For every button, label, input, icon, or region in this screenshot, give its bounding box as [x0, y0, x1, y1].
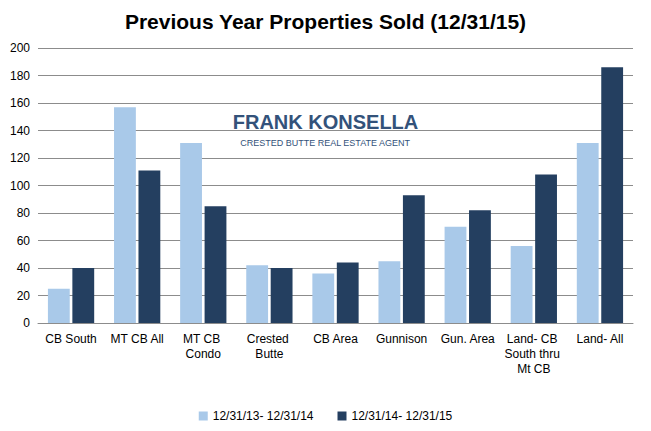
svg-text:Condo: Condo — [186, 347, 222, 361]
svg-text:CB Area: CB Area — [313, 332, 358, 346]
svg-text:80: 80 — [17, 206, 31, 220]
svg-text:MT CB: MT CB — [183, 332, 223, 346]
svg-text:0: 0 — [23, 316, 30, 330]
svg-text:12/31/13- 12/31/14: 12/31/13- 12/31/14 — [213, 409, 314, 423]
svg-text:12/31/14- 12/31/15: 12/31/14- 12/31/15 — [352, 409, 453, 423]
svg-text:160: 160 — [10, 96, 30, 110]
svg-text:Land- All: Land- All — [577, 332, 624, 346]
svg-text:100: 100 — [10, 179, 30, 193]
svg-text:60: 60 — [17, 234, 31, 248]
svg-text:140: 140 — [10, 124, 30, 138]
svg-text:120: 120 — [10, 151, 30, 165]
svg-text:Crested: Crested — [247, 332, 292, 346]
svg-text:Gunnison: Gunnison — [376, 332, 427, 346]
svg-text:Previous Year Properties Sold: Previous Year Properties Sold (12/31/15) — [125, 10, 526, 33]
svg-text:MT CB All: MT CB All — [111, 332, 164, 346]
svg-text:FRANK KONSELLA: FRANK KONSELLA — [233, 111, 419, 133]
svg-text:Mt CB: Mt CB — [517, 362, 550, 376]
svg-text:CRESTED BUTTE REAL ESTATE AGEN: CRESTED BUTTE REAL ESTATE AGENT — [240, 138, 410, 148]
svg-text:Gun. Area: Gun. Area — [441, 332, 495, 346]
svg-text:180: 180 — [10, 69, 30, 83]
svg-text:40: 40 — [17, 261, 31, 275]
svg-text:South thru: South thru — [504, 347, 563, 361]
svg-text:CB South: CB South — [45, 332, 96, 346]
svg-text:20: 20 — [17, 289, 31, 303]
svg-text:200: 200 — [10, 41, 30, 55]
svg-text:Land- CB: Land- CB — [507, 332, 561, 346]
svg-text:Butte: Butte — [255, 347, 283, 361]
